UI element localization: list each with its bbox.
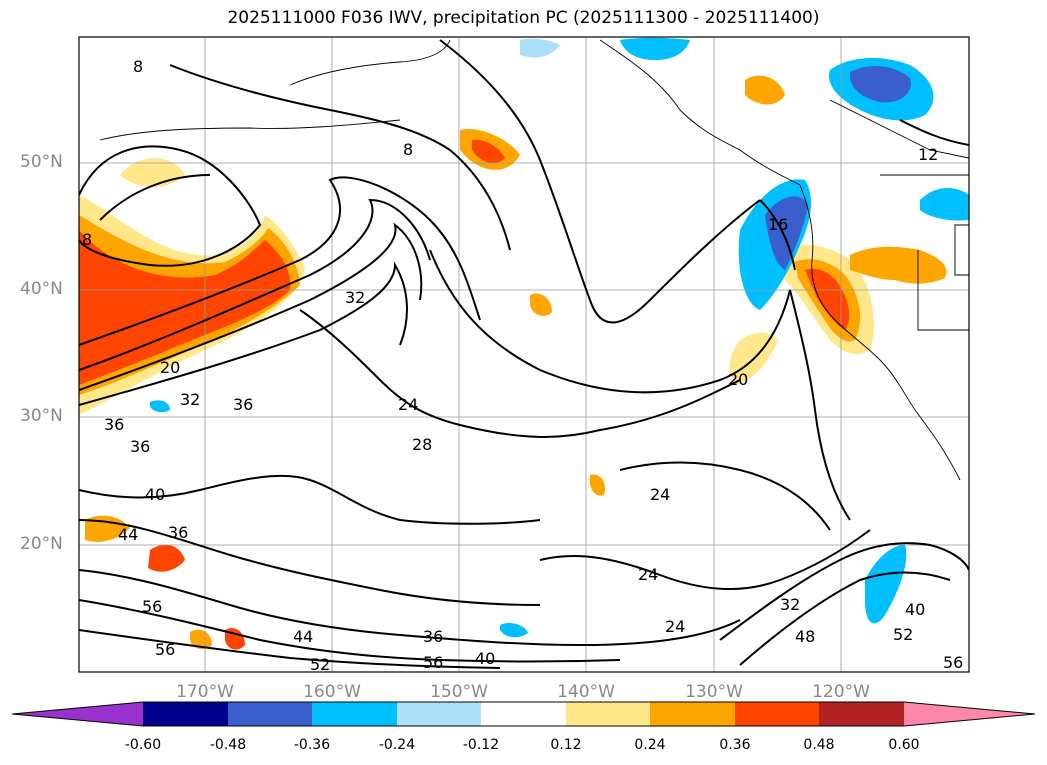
colorbar-extend-low — [12, 702, 143, 726]
colorbar-bin — [312, 702, 397, 726]
contour-label: 36 — [423, 627, 443, 646]
contour-label: 12 — [918, 145, 938, 164]
contour-label: 52 — [310, 655, 330, 674]
contour-label: 8 — [82, 230, 92, 249]
contour-label: 28 — [412, 435, 432, 454]
contour-label: 32 — [180, 390, 200, 409]
colorbar-bin — [819, 702, 904, 726]
graticule — [79, 37, 969, 672]
contour-label: 24 — [638, 565, 658, 584]
contour-label: 36 — [233, 395, 253, 414]
contour-label: 24 — [650, 485, 670, 504]
map-frame — [78, 36, 970, 673]
lat-tick-label: 30°N — [20, 406, 63, 426]
contour-label: 40 — [475, 649, 495, 668]
colorbar-tick-label: 0.12 — [550, 737, 582, 753]
colorbar-bin — [481, 702, 566, 726]
contour-label: 16 — [768, 215, 788, 234]
lon-tick-label: 140°W — [557, 682, 615, 702]
map-title: 2025111000 F036 IWV, precipitation PC (2… — [227, 8, 820, 28]
contour-label: 32 — [780, 595, 800, 614]
colorbar-tick-label: 0.48 — [803, 737, 835, 753]
contour-label: 20 — [160, 358, 180, 377]
contour-label: 56 — [155, 640, 175, 659]
colorbar-extend-high — [904, 702, 1035, 726]
contour-label: 40 — [905, 600, 925, 619]
contour-label: 8 — [403, 140, 413, 159]
contour-label: 36 — [130, 437, 150, 456]
colorbar-bin — [397, 702, 481, 726]
contour-label: 8 — [133, 57, 143, 76]
colorbar-tick-label: -0.12 — [462, 737, 500, 753]
contour-label: 24 — [665, 617, 685, 636]
contour-label: 20 — [728, 370, 748, 389]
lon-tick-label: 120°W — [812, 682, 870, 702]
colorbar-tick-label: 0.36 — [719, 737, 751, 753]
colorbar-tick-label: -0.48 — [209, 737, 247, 753]
lon-tick-label: 170°W — [176, 682, 234, 702]
contour-label: 36 — [168, 523, 188, 542]
colorbar — [11, 701, 1036, 727]
lat-tick-label: 40°N — [20, 279, 63, 299]
colorbar-tick-label: -0.24 — [378, 737, 416, 753]
colorbar-tick-label: 0.24 — [634, 737, 666, 753]
contour-label: 56 — [142, 597, 162, 616]
lon-tick-label: 150°W — [430, 682, 488, 702]
colorbar-tick-label: -0.36 — [293, 737, 331, 753]
lat-tick-label: 20°N — [20, 534, 63, 554]
colorbar-bin — [143, 702, 228, 726]
contour-label-group: 8 8 8 12 16 20 20 24 24 24 24 28 32 32 3… — [82, 57, 963, 674]
contour-label: 32 — [345, 288, 365, 307]
contour-label: 44 — [118, 525, 138, 544]
lat-tick-label: 50°N — [20, 152, 63, 172]
lon-tick-label: 160°W — [303, 682, 361, 702]
iwv-contour-layer — [79, 39, 969, 669]
lon-tick-label: 130°W — [685, 682, 743, 702]
precip-fill-layer — [79, 37, 969, 650]
colorbar-bin — [228, 702, 312, 726]
colorbar-bin — [566, 702, 650, 726]
colorbar-bin — [650, 702, 735, 726]
contour-label: 56 — [943, 653, 963, 672]
colorbar-tick-label: 0.60 — [888, 737, 920, 753]
contour-label: 40 — [145, 485, 165, 504]
contour-label: 36 — [104, 415, 124, 434]
contour-label: 24 — [398, 395, 418, 414]
colorbar-tick-label: -0.60 — [124, 737, 162, 753]
contour-label: 48 — [795, 627, 815, 646]
contour-label: 52 — [893, 625, 913, 644]
coastline-layer — [99, 39, 969, 481]
colorbar-outline — [11, 701, 1036, 727]
contour-label: 56 — [423, 653, 443, 672]
colorbar-bin — [735, 702, 819, 726]
contour-label: 44 — [293, 627, 313, 646]
